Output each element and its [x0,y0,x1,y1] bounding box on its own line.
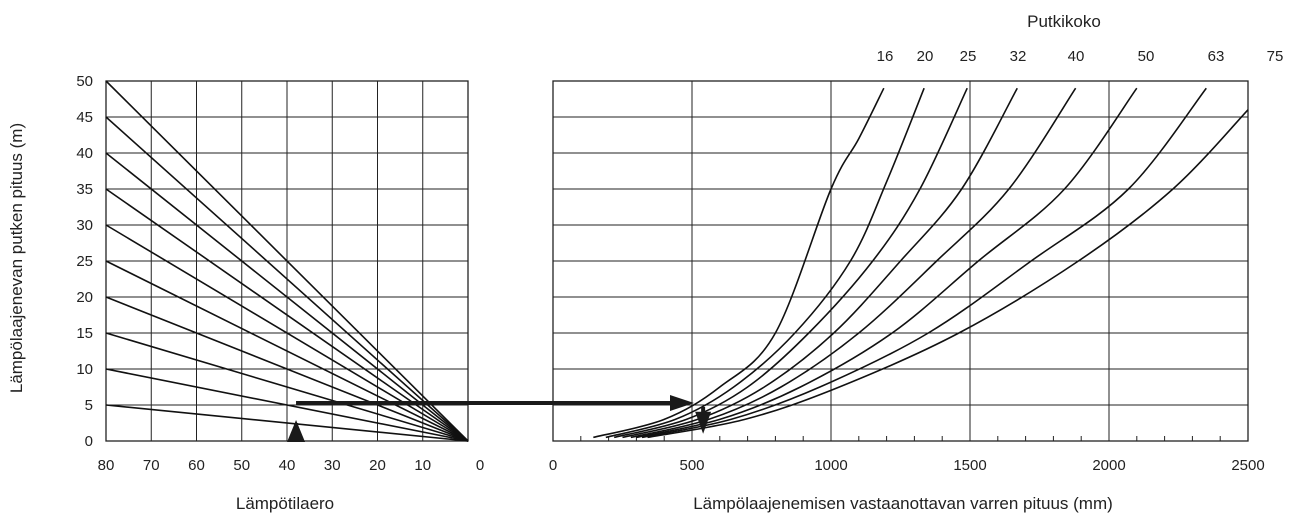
left-x-tick-label: 80 [98,457,115,474]
left-y-tick-label: 15 [76,325,93,342]
left-series-line-15m [105,332,469,442]
left-y-tick-label: 10 [76,361,93,378]
example-up-arrow-head [287,420,306,442]
pipe-size-label-32: 32 [1010,48,1027,65]
pipe-size-label-75: 75 [1267,48,1284,65]
right-series-curve-75 [647,109,1249,439]
left-y-tick-label: 35 [76,181,93,198]
right-series-curve-20 [605,87,925,439]
curve-layer [105,80,1249,442]
left-x-tick-label: 70 [143,457,160,474]
left-series-line-10m [105,368,469,442]
left-series-line-40m [105,152,469,442]
pipe-size-label-63: 63 [1208,48,1225,65]
right-series-curve-40 [630,87,1077,439]
left-x-tick-label: 30 [324,457,341,474]
left-y-tick-label: 25 [76,253,93,270]
right-x-tick-label: 0 [549,457,557,474]
left-y-tick-label: 50 [76,73,93,90]
left-x-tick-label: 0 [476,457,484,474]
right-plot-frame [552,80,1249,442]
pipe-size-label-40: 40 [1068,48,1085,65]
left-series-line-45m [105,116,469,442]
right-series-curve-25 [613,87,968,439]
left-series-line-25m [105,260,469,442]
right-series-curve-63 [641,87,1207,439]
right-series-curve-50 [636,87,1138,439]
example-connector-arrow-head [670,395,694,411]
left-y-tick-label: 5 [85,397,93,414]
right-series-curve-16 [593,87,885,439]
left-x-axis-title: Lämpötilaero [236,494,334,513]
right-x-tick-label: 1000 [814,457,847,474]
left-x-tick-label: 50 [233,457,250,474]
right-x-axis-title: Lämpölaajenemisen vastaanottavan varren … [693,494,1113,513]
left-series-line-35m [105,188,469,442]
left-x-tick-label: 10 [414,457,431,474]
left-series-line-50m [105,80,469,442]
left-x-tick-label: 60 [188,457,205,474]
right-x-tick-label: 500 [679,457,704,474]
left-x-tick-label: 20 [369,457,386,474]
left-x-tick-label: 40 [279,457,296,474]
left-y-tick-label: 0 [85,433,93,450]
example-down-arrow-head [695,411,712,434]
y-axis-title: Lämpölaajenevan putken pituus (m) [7,123,26,393]
right-series-curve-32 [622,87,1018,439]
left-y-tick-label: 30 [76,217,93,234]
pipe-size-label-16: 16 [877,48,894,65]
pipe-size-label-20: 20 [917,48,934,65]
pipe-size-label-25: 25 [960,48,977,65]
arrow-layer [287,395,712,442]
putkikoko-title: Putkikoko [1027,12,1101,31]
left-y-tick-label: 45 [76,109,93,126]
pipe-size-label-50: 50 [1138,48,1155,65]
left-y-tick-label: 40 [76,145,93,162]
left-series-line-5m [105,404,469,442]
left-series-line-20m [105,296,469,442]
right-x-tick-label: 1500 [953,457,986,474]
right-x-tick-label: 2000 [1092,457,1125,474]
right-x-tick-label: 2500 [1231,457,1264,474]
left-y-tick-label: 20 [76,289,93,306]
grid-layer [105,80,1249,442]
